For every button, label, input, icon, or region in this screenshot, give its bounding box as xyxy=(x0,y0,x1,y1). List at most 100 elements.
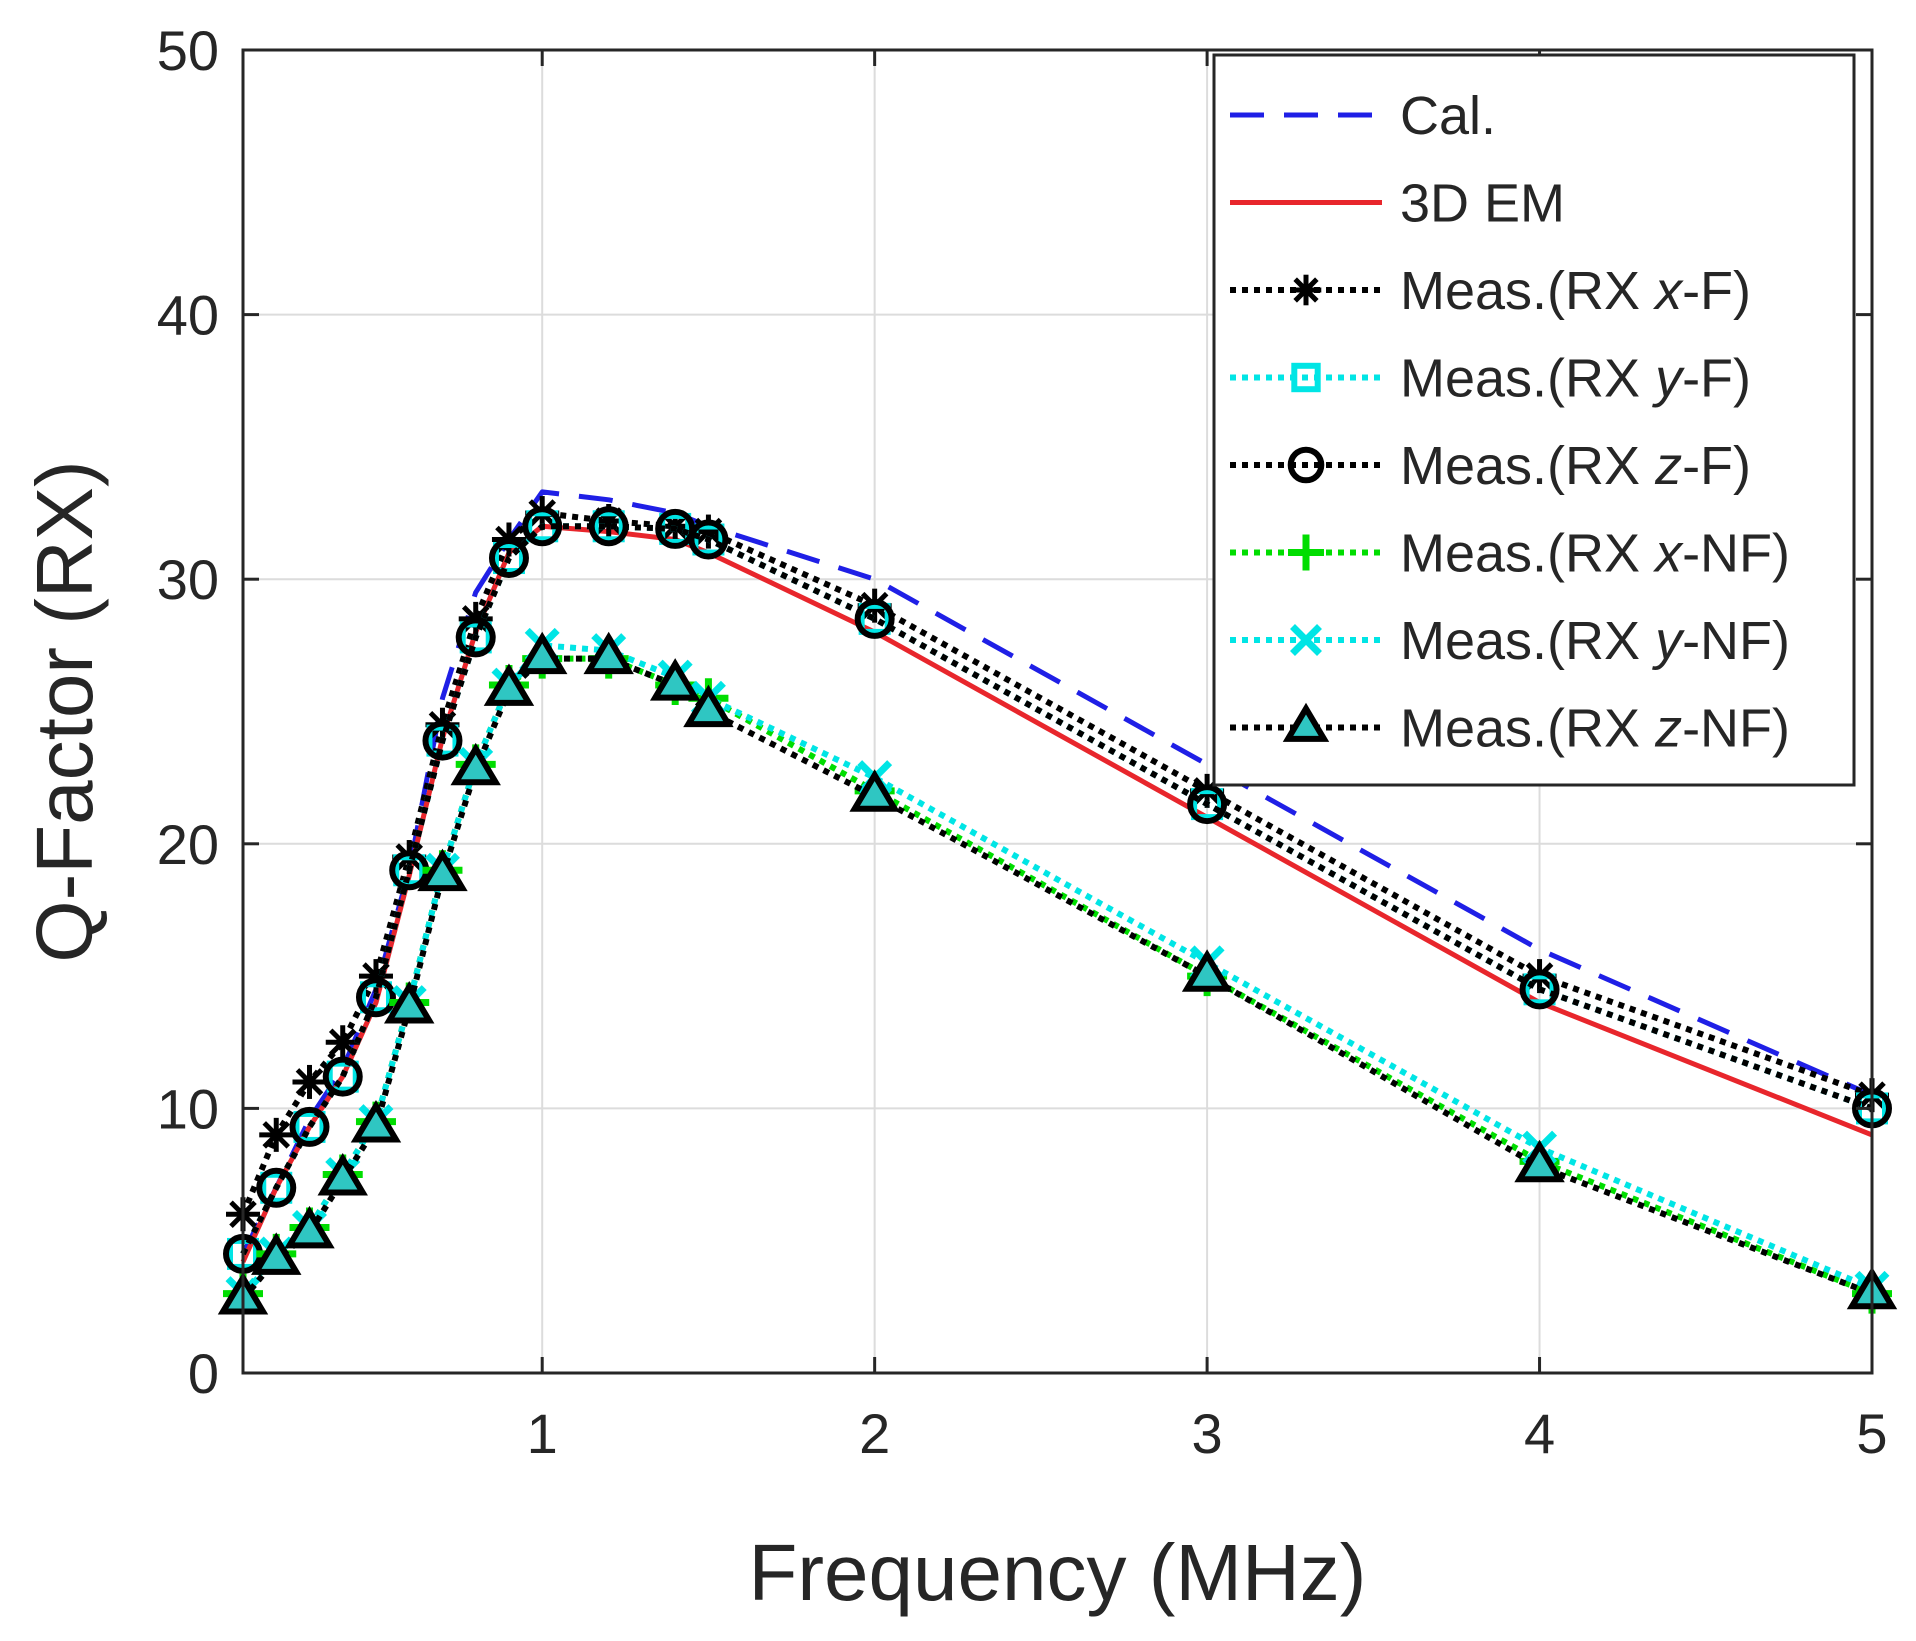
star-marker-arm xyxy=(262,1121,291,1149)
x-marker-arm xyxy=(1290,624,1322,656)
data-point-circle xyxy=(1187,784,1228,825)
y-tick-label: 40 xyxy=(157,284,219,347)
legend-label-part: -F) xyxy=(1682,436,1751,496)
legend-marker xyxy=(1287,446,1325,484)
series-line xyxy=(240,523,1874,1256)
data-point-square xyxy=(359,981,392,1014)
legend-marker xyxy=(1291,362,1321,393)
legend-label-part: Meas.(RX xyxy=(1400,611,1655,671)
data-point-circle xyxy=(289,1106,330,1147)
legend-marker xyxy=(1288,534,1324,571)
data-point-circle xyxy=(854,598,895,639)
data-point-square xyxy=(592,510,625,543)
legend-label: Meas.(RX z-NF) xyxy=(1400,699,1790,759)
data-point-circle xyxy=(322,1056,363,1097)
data-point-square xyxy=(393,854,426,887)
legend-item: Meas.(RX z-NF) xyxy=(1230,699,1790,759)
legend-item: 3D EM xyxy=(1230,174,1565,234)
x-tick-label: 3 xyxy=(1192,1402,1223,1465)
legend-label-part: y xyxy=(1651,349,1685,409)
data-point-triangle xyxy=(284,1205,335,1249)
x-tick-label: 5 xyxy=(1856,1402,1887,1465)
star-marker-arm xyxy=(1293,277,1319,303)
legend-label-part: Meas.(RX xyxy=(1400,436,1655,496)
data-point-triangle xyxy=(683,684,734,728)
legend-label-part: -F) xyxy=(1682,349,1751,409)
legend-label-part: -F) xyxy=(1682,261,1751,321)
data-point-circle xyxy=(588,506,629,547)
legend-label-part: -NF) xyxy=(1682,524,1790,584)
data-point-star xyxy=(259,1117,294,1152)
data-point-triangle xyxy=(849,769,900,812)
legend-label: 3D EM xyxy=(1400,174,1565,234)
y-tick-label: 30 xyxy=(157,548,219,611)
data-point-circle xyxy=(522,506,563,547)
data-point-triangle xyxy=(649,658,701,701)
legend-label: Meas.(RX x-F) xyxy=(1400,261,1751,321)
legend-box xyxy=(1212,53,1856,787)
legend-marker xyxy=(1282,702,1330,742)
data-point-triangle xyxy=(317,1152,368,1196)
legend-marker xyxy=(1290,624,1322,656)
legend-label-part: Meas.(RX xyxy=(1400,349,1655,409)
legend-label: Meas.(RX z-F) xyxy=(1400,436,1751,496)
legend-item: Meas.(RX y-NF) xyxy=(1230,611,1790,671)
legend-item: Meas.(RX x-F) xyxy=(1230,261,1751,321)
data-point-square xyxy=(326,1060,359,1093)
legend-item: Meas.(RX y-F) xyxy=(1230,349,1751,409)
data-point-square xyxy=(1523,973,1556,1006)
legend-item: Meas.(RX x-NF) xyxy=(1230,524,1790,584)
data-point-triangle xyxy=(483,663,535,706)
legend-label-part: z xyxy=(1654,699,1682,759)
data-point-square xyxy=(260,1171,293,1204)
data-point-square xyxy=(858,602,891,635)
series-layer xyxy=(217,489,1898,1315)
data-point-circle xyxy=(422,720,463,761)
series-line xyxy=(240,510,1874,1216)
y-tick-label: 20 xyxy=(157,813,219,876)
data-point-square xyxy=(1191,788,1224,821)
legend-label-part: x xyxy=(1652,524,1684,584)
legend-label-part: Cal. xyxy=(1400,86,1496,146)
data-point-square xyxy=(492,542,525,575)
data-point-circle xyxy=(1519,969,1560,1010)
legend-label-part: 3D EM xyxy=(1400,174,1565,234)
legend-label-part: Meas.(RX xyxy=(1400,524,1655,584)
y-tick-label: 0 xyxy=(188,1342,219,1405)
data-point-square xyxy=(692,523,725,556)
y-tick-label: 10 xyxy=(157,1077,219,1140)
data-point-triangle xyxy=(516,631,568,675)
legend-label-part: -NF) xyxy=(1682,611,1790,671)
series-meas-rx-z-nf xyxy=(217,631,1898,1315)
legend-label: Cal. xyxy=(1400,86,1496,146)
legend-label: Meas.(RX y-F) xyxy=(1400,349,1751,409)
data-point-triangle xyxy=(1181,949,1233,992)
legend-label: Meas.(RX y-NF) xyxy=(1400,611,1790,671)
star-marker-arm xyxy=(295,1068,324,1096)
data-point-triangle xyxy=(251,1232,302,1275)
data-point-triangle xyxy=(583,631,634,675)
legend-label-part: -NF) xyxy=(1682,699,1790,759)
legend-label-part: x xyxy=(1652,261,1684,321)
data-point-triangle xyxy=(1514,1139,1565,1183)
x-axis-title: Frequency (MHz) xyxy=(749,1528,1367,1617)
axes-box xyxy=(241,48,1874,1375)
data-point-circle xyxy=(688,519,729,560)
legend-label-part: z xyxy=(1654,436,1682,496)
legend-label-part: y xyxy=(1651,611,1685,671)
legend-label: Meas.(RX x-NF) xyxy=(1400,524,1790,584)
legend-item: Cal. xyxy=(1230,86,1496,146)
data-point-circle xyxy=(355,977,396,1018)
x-tick-label: 4 xyxy=(1524,1402,1555,1465)
data-point-circle xyxy=(488,538,529,579)
data-point-triangle xyxy=(384,980,435,1024)
data-point-square xyxy=(459,621,492,654)
legend-label-part: Meas.(RX xyxy=(1400,699,1655,759)
y-tick-label: 50 xyxy=(157,19,219,82)
data-point-triangle xyxy=(450,742,501,786)
data-point-triangle xyxy=(417,848,468,892)
